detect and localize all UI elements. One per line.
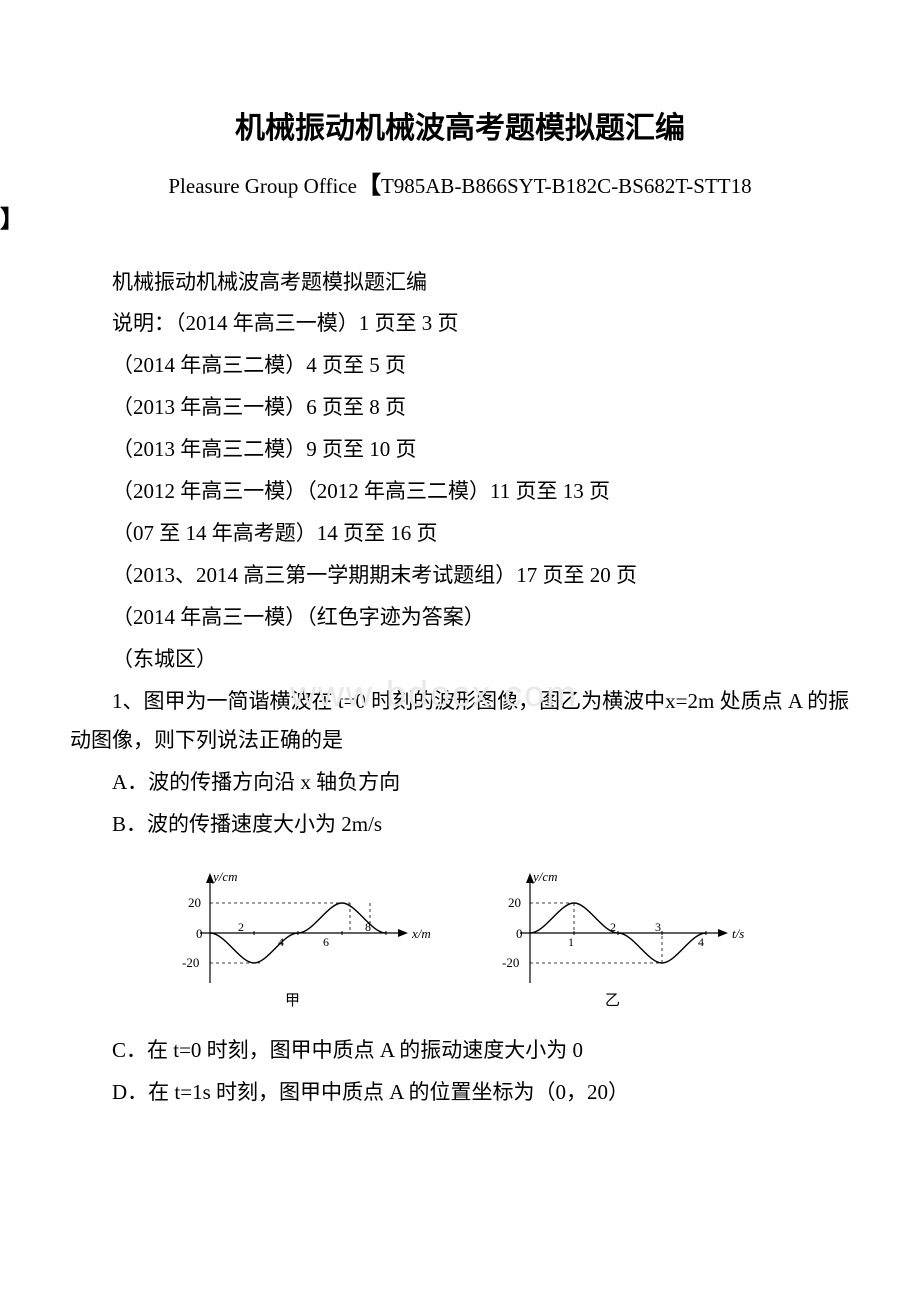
xtick: 6 xyxy=(323,935,329,949)
ytick: -20 xyxy=(502,955,519,970)
xlabel: x/m xyxy=(411,926,431,941)
subtitle-prefix: Pleasure Group Office xyxy=(168,174,357,198)
xtick: 3 xyxy=(655,920,661,934)
option-b: B．波的传播速度大小为 2m/s xyxy=(70,805,850,845)
body-line: （2012 年高三一模）（2012 年高三二模）11 页至 13 页 xyxy=(70,472,850,512)
body-line: （07 至 14 年高考题）14 页至 16 页 xyxy=(70,514,850,554)
body-line: （2013 年高三一模）6 页至 8 页 xyxy=(70,388,850,428)
body-line: （2013 年高三二模）9 页至 10 页 xyxy=(70,430,850,470)
body-line: （2013、2014 高三第一学期期末考试题组）17 页至 20 页 xyxy=(70,556,850,596)
chart-jia: y/cm 20 0 -20 2 4 6 8 x/m 甲 xyxy=(160,863,440,1013)
chart-caption: 乙 xyxy=(605,993,620,1009)
body-line: 说明：（2014 年高三一模）1 页至 3 页 xyxy=(70,304,850,344)
ytick: 0 xyxy=(196,926,203,941)
page-title: 机械振动机械波高考题模拟题汇编 xyxy=(70,100,850,157)
xtick: 2 xyxy=(238,920,244,934)
question-1: 1、图甲为一简谐横波在 t=0 时刻的波形图像，图乙为横波中x=2m 处质点 A… xyxy=(70,682,850,762)
body-line: （2014 年高三一模）（红色字迹为答案） xyxy=(70,598,850,638)
option-a: A．波的传播方向沿 x 轴负方向 xyxy=(70,763,850,803)
body-line: （东城区） xyxy=(70,640,850,680)
ytick: 20 xyxy=(188,895,201,910)
ytick: -20 xyxy=(182,955,199,970)
option-d: D．在 t=1s 时刻，图甲中质点 A 的位置坐标为（0，20） xyxy=(70,1073,850,1113)
charts-row: y/cm 20 0 -20 2 4 6 8 x/m 甲 y/cm 20 0 -2… xyxy=(70,863,850,1013)
xlabel: t/s xyxy=(732,926,744,941)
body-line: （2014 年高三二模）4 页至 5 页 xyxy=(70,346,850,386)
ylabel: y/cm xyxy=(211,869,238,884)
option-c: C．在 t=0 时刻，图甲中质点 A 的振动速度大小为 0 xyxy=(70,1031,850,1071)
ytick: 0 xyxy=(516,926,523,941)
subtitle-code: T985AB-B866SYT-B182C-BS682T-STT18 xyxy=(381,174,752,198)
xtick: 1 xyxy=(568,935,574,949)
xtick: 4 xyxy=(698,935,704,949)
ylabel: y/cm xyxy=(531,869,558,884)
ytick: 20 xyxy=(508,895,521,910)
chart-yi: y/cm 20 0 -20 1 2 3 4 t/s 乙 xyxy=(480,863,760,1013)
bracket-open: 【 xyxy=(357,172,381,199)
subtitle: Pleasure Group Office【T985AB-B866SYT-B18… xyxy=(70,169,850,203)
body-line: 机械振动机械波高考题模拟题汇编 xyxy=(70,263,850,303)
chart-caption: 甲 xyxy=(285,993,300,1009)
bracket-close: 】 xyxy=(0,203,24,237)
